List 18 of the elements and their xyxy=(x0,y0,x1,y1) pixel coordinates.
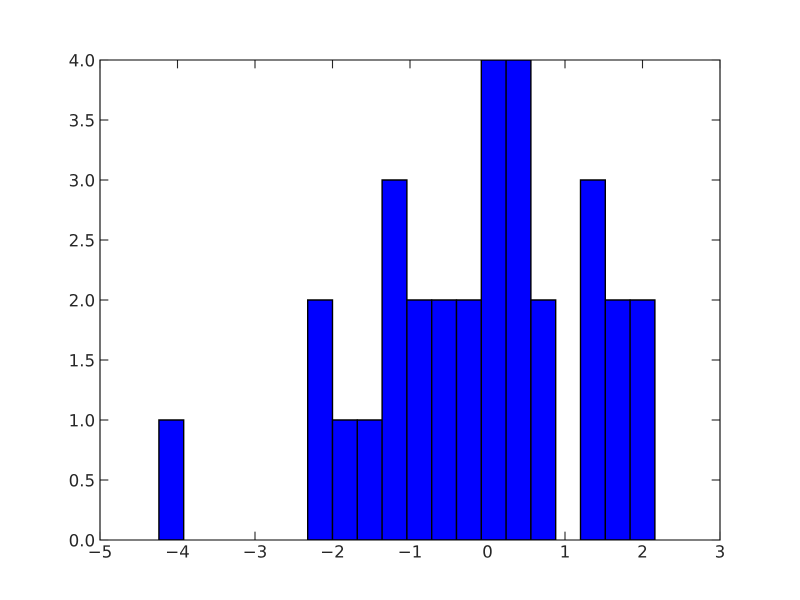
y-tick-label: 2.5 xyxy=(70,234,94,247)
x-tick-label: −4 xyxy=(166,545,189,558)
y-tick-label: 4.0 xyxy=(69,54,94,67)
x-tick-label: −3 xyxy=(244,545,266,558)
x-tick-label: 0 xyxy=(483,545,492,558)
x-tick-label: −1 xyxy=(399,545,421,558)
x-tick-label: 1 xyxy=(562,545,569,558)
y-tick-label: 1.5 xyxy=(70,354,94,367)
y-tick-label: 2.0 xyxy=(70,294,94,307)
y-tick-label: 0.0 xyxy=(70,534,94,547)
x-tick-label: 3 xyxy=(716,545,724,558)
y-tick-label: 3.0 xyxy=(70,174,94,187)
y-tick-label: 3.5 xyxy=(70,114,94,127)
x-tick-label: −5 xyxy=(89,545,111,558)
y-tick-label: 0.5 xyxy=(70,474,94,487)
x-tick-label: −2 xyxy=(322,545,344,558)
y-tick-label: 1.0 xyxy=(70,414,94,427)
x-tick-label: 2 xyxy=(638,545,646,558)
